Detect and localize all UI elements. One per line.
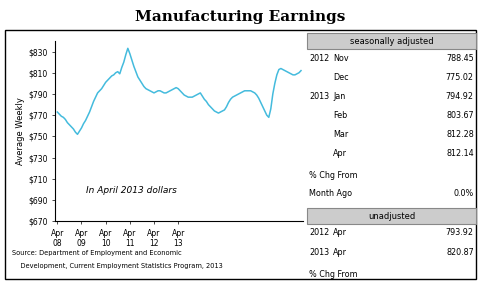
Text: 2012: 2012: [309, 54, 329, 63]
Text: % Chg From: % Chg From: [309, 270, 357, 279]
Text: Dec: Dec: [333, 73, 348, 82]
Text: % Chg From: % Chg From: [309, 171, 357, 180]
Text: 2012: 2012: [309, 228, 329, 237]
Text: 793.92: 793.92: [445, 228, 473, 237]
Text: 812.14: 812.14: [445, 149, 473, 158]
Text: 2013: 2013: [309, 248, 329, 257]
Text: Apr: Apr: [333, 248, 347, 257]
Text: 794.92: 794.92: [445, 92, 473, 101]
Y-axis label: Average Weekly: Average Weekly: [16, 97, 25, 165]
Text: Nov: Nov: [333, 54, 348, 63]
Text: Apr: Apr: [333, 228, 347, 237]
Text: Apr: Apr: [333, 149, 347, 158]
Text: 775.02: 775.02: [445, 73, 473, 82]
Text: Source: Department of Employment and Economic: Source: Department of Employment and Eco…: [12, 250, 181, 255]
Text: 0.0%: 0.0%: [453, 189, 473, 198]
Text: In April 2013 dollars: In April 2013 dollars: [85, 186, 176, 195]
Text: Jan: Jan: [333, 92, 345, 101]
Text: Month Ago: Month Ago: [309, 189, 352, 198]
Text: 812.28: 812.28: [445, 130, 473, 139]
Text: 788.45: 788.45: [445, 54, 473, 63]
Text: Development, Current Employment Statistics Program, 2013: Development, Current Employment Statisti…: [12, 263, 222, 269]
Text: 2013: 2013: [309, 92, 329, 101]
Text: Manufacturing Earnings: Manufacturing Earnings: [135, 10, 345, 24]
Text: 820.87: 820.87: [445, 248, 473, 257]
Text: Feb: Feb: [333, 111, 347, 120]
Text: 803.67: 803.67: [445, 111, 473, 120]
Text: Mar: Mar: [333, 130, 348, 139]
Text: seasonally adjusted: seasonally adjusted: [349, 37, 432, 46]
Text: unadjusted: unadjusted: [367, 212, 414, 221]
